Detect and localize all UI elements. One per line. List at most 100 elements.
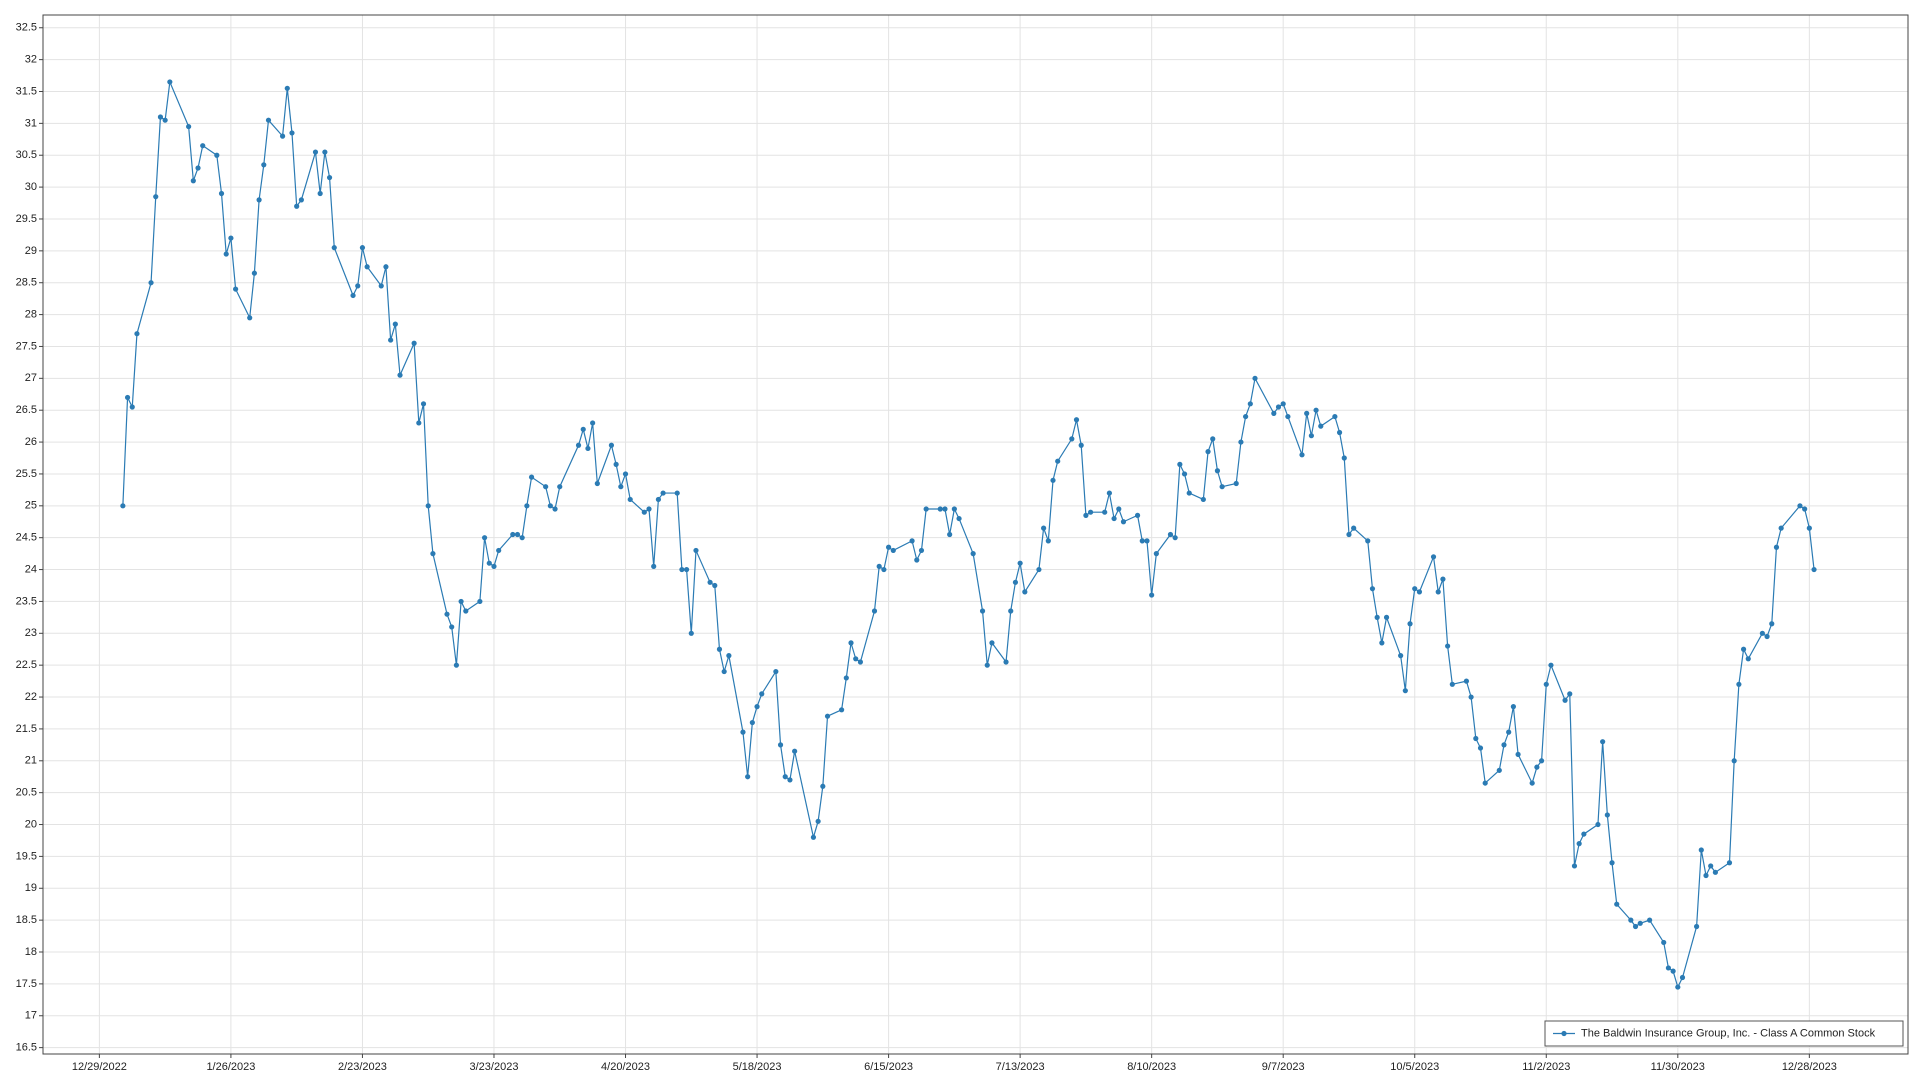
data-point — [947, 531, 953, 538]
data-point — [326, 174, 333, 181]
data-point — [1567, 691, 1573, 697]
data-point — [683, 566, 690, 573]
data-point — [853, 656, 859, 662]
data-point — [1670, 968, 1676, 974]
data-point — [1647, 917, 1653, 923]
data-point — [688, 630, 694, 636]
data-point — [646, 506, 652, 512]
data-point — [1694, 923, 1700, 930]
data-point — [773, 668, 779, 675]
data-point — [721, 668, 727, 675]
data-point — [726, 653, 732, 659]
data-point — [1275, 404, 1282, 410]
data-point — [214, 152, 220, 158]
data-point — [655, 496, 662, 503]
data-point — [1740, 646, 1747, 652]
data-point — [1675, 984, 1681, 990]
y-tick-label: 23.5 — [16, 595, 37, 607]
data-point — [1379, 640, 1385, 646]
data-point — [970, 551, 976, 557]
data-point — [590, 420, 596, 426]
data-point — [848, 640, 854, 646]
data-point — [608, 442, 615, 448]
data-point — [1745, 656, 1751, 662]
x-tick-label: 7/13/2023 — [996, 1061, 1045, 1073]
data-point — [1369, 586, 1376, 592]
data-point — [1116, 506, 1122, 512]
data-point — [1529, 780, 1535, 786]
data-point — [1167, 531, 1174, 538]
data-point — [1247, 401, 1253, 407]
data-point — [1759, 630, 1765, 636]
y-tick-label: 25.5 — [16, 468, 37, 480]
data-point — [627, 496, 633, 503]
y-tick-label: 30 — [25, 181, 37, 193]
data-point — [453, 662, 460, 668]
data-point — [1214, 468, 1221, 474]
data-point — [956, 515, 962, 522]
y-tick-label: 22 — [25, 691, 37, 703]
data-point — [1698, 847, 1704, 853]
data-point — [1299, 452, 1305, 458]
data-point — [1134, 512, 1141, 518]
data-point — [1477, 745, 1484, 751]
y-tick-label: 17 — [25, 1010, 37, 1022]
data-point — [1679, 974, 1686, 981]
data-point — [1482, 780, 1488, 786]
x-tick-label: 11/30/2023 — [1651, 1061, 1705, 1073]
data-point — [1238, 439, 1244, 445]
data-point — [1008, 608, 1014, 614]
data-point — [223, 251, 229, 257]
data-point — [618, 484, 624, 490]
data-point — [651, 563, 657, 569]
data-point — [1153, 551, 1159, 557]
data-point — [712, 582, 718, 589]
data-point — [824, 713, 831, 719]
data-point — [1087, 509, 1094, 515]
data-point — [782, 774, 788, 780]
y-tick-label: 19 — [25, 882, 37, 894]
data-point — [1149, 592, 1155, 598]
data-point — [1111, 515, 1117, 522]
data-point — [881, 566, 887, 573]
data-point — [477, 598, 483, 605]
data-point — [1510, 704, 1516, 710]
x-tick-label: 12/28/2023 — [1782, 1061, 1837, 1073]
data-point — [1665, 965, 1672, 971]
data-point — [1534, 764, 1540, 770]
data-point — [124, 394, 131, 401]
data-point — [430, 551, 436, 557]
data-point — [514, 531, 521, 538]
y-tick-label: 18 — [25, 946, 37, 958]
data-point — [1600, 739, 1606, 745]
data-point — [1708, 863, 1714, 869]
data-point — [918, 547, 925, 554]
data-point — [1463, 678, 1470, 684]
data-point — [1022, 589, 1028, 595]
data-point — [914, 557, 920, 563]
y-tick-label: 20 — [25, 818, 37, 830]
y-tick-label: 27 — [25, 372, 37, 384]
data-point — [397, 372, 403, 378]
data-point — [1172, 535, 1178, 541]
data-point — [1712, 869, 1718, 875]
y-tick-label: 32 — [25, 54, 37, 66]
data-point — [1581, 831, 1587, 837]
data-point — [388, 337, 394, 343]
y-tick-label: 32.5 — [16, 22, 37, 34]
data-point — [1186, 490, 1192, 496]
data-point — [810, 834, 817, 840]
data-point — [660, 490, 666, 496]
data-point — [359, 245, 366, 251]
data-point — [331, 245, 337, 251]
data-point — [1736, 681, 1742, 687]
data-point — [543, 484, 549, 490]
data-point — [1285, 413, 1291, 420]
data-point — [792, 748, 798, 754]
data-point — [1435, 589, 1441, 595]
data-point — [519, 535, 525, 541]
data-point — [923, 506, 929, 512]
data-point — [120, 503, 126, 509]
y-tick-label: 30.5 — [16, 149, 37, 161]
